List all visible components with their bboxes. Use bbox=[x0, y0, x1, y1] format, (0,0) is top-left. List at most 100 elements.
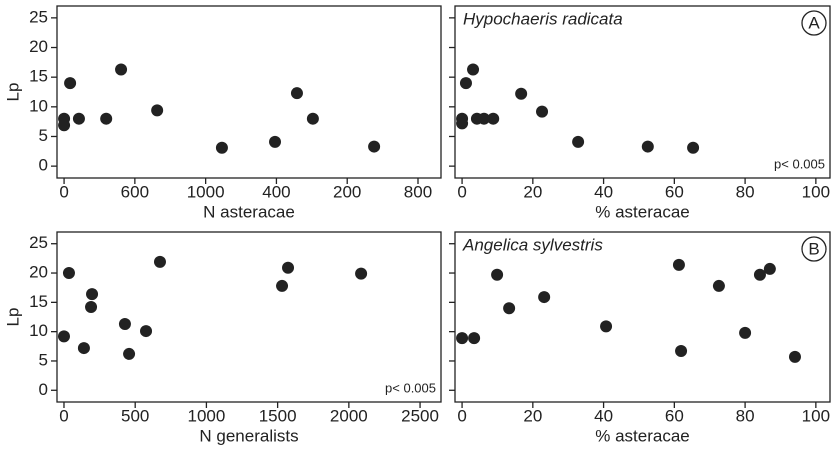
x-tick-label: 200 bbox=[333, 182, 361, 201]
x-tick-label: 1000 bbox=[187, 182, 225, 201]
point bbox=[491, 268, 504, 281]
point bbox=[306, 112, 319, 125]
point bbox=[118, 318, 131, 331]
panel-letter: B bbox=[808, 239, 819, 258]
x-tick-label: 800 bbox=[404, 182, 432, 201]
x-axis-label: % asteracae bbox=[595, 202, 690, 221]
point bbox=[100, 112, 113, 125]
point bbox=[282, 261, 295, 274]
point bbox=[763, 262, 776, 275]
plot-frame bbox=[56, 231, 442, 403]
point bbox=[64, 77, 77, 90]
point bbox=[459, 77, 472, 90]
point bbox=[290, 87, 303, 100]
point bbox=[58, 119, 71, 132]
point bbox=[600, 320, 613, 333]
point bbox=[123, 347, 136, 360]
point bbox=[456, 332, 469, 345]
y-tick-label: 0 bbox=[39, 156, 48, 175]
plot-frame bbox=[56, 5, 442, 179]
point bbox=[739, 326, 752, 339]
point bbox=[467, 63, 480, 76]
y-tick-label: 25 bbox=[29, 233, 48, 252]
point bbox=[515, 87, 528, 100]
x-tick-label: 60 bbox=[665, 182, 684, 201]
point bbox=[153, 255, 166, 268]
plot-frame bbox=[454, 5, 831, 179]
panel-badge bbox=[801, 236, 827, 262]
point bbox=[538, 291, 551, 304]
x-tick-label: 100 bbox=[802, 406, 830, 425]
x-tick-label: 0 bbox=[457, 406, 466, 425]
y-tick-label: 5 bbox=[39, 350, 48, 369]
point bbox=[85, 301, 98, 314]
point bbox=[687, 141, 700, 154]
point bbox=[215, 141, 228, 154]
species-label: Hypochaeris radicata bbox=[463, 9, 623, 28]
point bbox=[151, 104, 164, 117]
y-tick-label: 20 bbox=[29, 37, 48, 56]
y-tick-label: 5 bbox=[39, 126, 48, 145]
point bbox=[355, 267, 368, 280]
x-tick-label: 20 bbox=[523, 406, 542, 425]
x-tick-label: 1500 bbox=[259, 406, 297, 425]
y-tick-label: 20 bbox=[29, 263, 48, 282]
panel-letter: A bbox=[808, 13, 820, 32]
x-tick-label: 100 bbox=[802, 182, 830, 201]
x-tick-label: 0 bbox=[59, 406, 68, 425]
point bbox=[536, 105, 549, 118]
y-tick-label: 15 bbox=[29, 67, 48, 86]
x-tick-label: 60 bbox=[665, 406, 684, 425]
point bbox=[86, 288, 99, 301]
y-tick-label: 10 bbox=[29, 321, 48, 340]
x-tick-label: 2500 bbox=[401, 406, 439, 425]
p-value: p< 0.005 bbox=[385, 380, 436, 395]
point bbox=[62, 267, 75, 280]
point bbox=[788, 350, 801, 363]
y-axis-label: Lp bbox=[3, 308, 22, 327]
point bbox=[269, 135, 282, 148]
point bbox=[753, 268, 766, 281]
point bbox=[572, 135, 585, 148]
point bbox=[712, 279, 725, 292]
x-tick-label: 0 bbox=[457, 182, 466, 201]
x-tick-label: 400 bbox=[262, 182, 290, 201]
point bbox=[276, 279, 289, 292]
point bbox=[72, 112, 85, 125]
species-label: Angelica sylvestris bbox=[462, 235, 603, 254]
point bbox=[675, 345, 688, 357]
x-tick-label: 500 bbox=[121, 406, 149, 425]
point bbox=[456, 117, 469, 130]
y-tick-label: 0 bbox=[39, 380, 48, 399]
p-value: p< 0.005 bbox=[774, 156, 825, 171]
point bbox=[487, 112, 500, 125]
x-tick-label: 20 bbox=[523, 182, 542, 201]
point bbox=[140, 325, 153, 338]
x-axis-label: % asteracae bbox=[595, 426, 690, 445]
point bbox=[57, 330, 70, 343]
x-axis-label: N generalists bbox=[199, 426, 298, 445]
x-axis-label: N asteracae bbox=[203, 202, 295, 221]
x-tick-label: 1000 bbox=[187, 406, 225, 425]
point bbox=[672, 258, 685, 271]
y-tick-label: 25 bbox=[29, 7, 48, 26]
point bbox=[77, 342, 90, 355]
x-tick-label: 80 bbox=[736, 406, 755, 425]
plot-frame bbox=[454, 231, 831, 403]
y-axis-label: Lp bbox=[3, 83, 22, 102]
x-tick-label: 80 bbox=[736, 182, 755, 201]
x-tick-label: 40 bbox=[594, 182, 613, 201]
panel-badge bbox=[801, 10, 827, 36]
point bbox=[478, 112, 491, 125]
point bbox=[641, 140, 654, 153]
x-tick-label: 2000 bbox=[330, 406, 368, 425]
x-tick-label: 600 bbox=[121, 182, 149, 201]
y-tick-label: 10 bbox=[29, 96, 48, 115]
point bbox=[468, 332, 481, 345]
x-tick-label: 40 bbox=[594, 406, 613, 425]
point bbox=[368, 140, 381, 153]
point bbox=[115, 63, 128, 76]
y-tick-label: 15 bbox=[29, 292, 48, 311]
x-tick-label: 0 bbox=[59, 182, 68, 201]
point bbox=[503, 302, 516, 315]
